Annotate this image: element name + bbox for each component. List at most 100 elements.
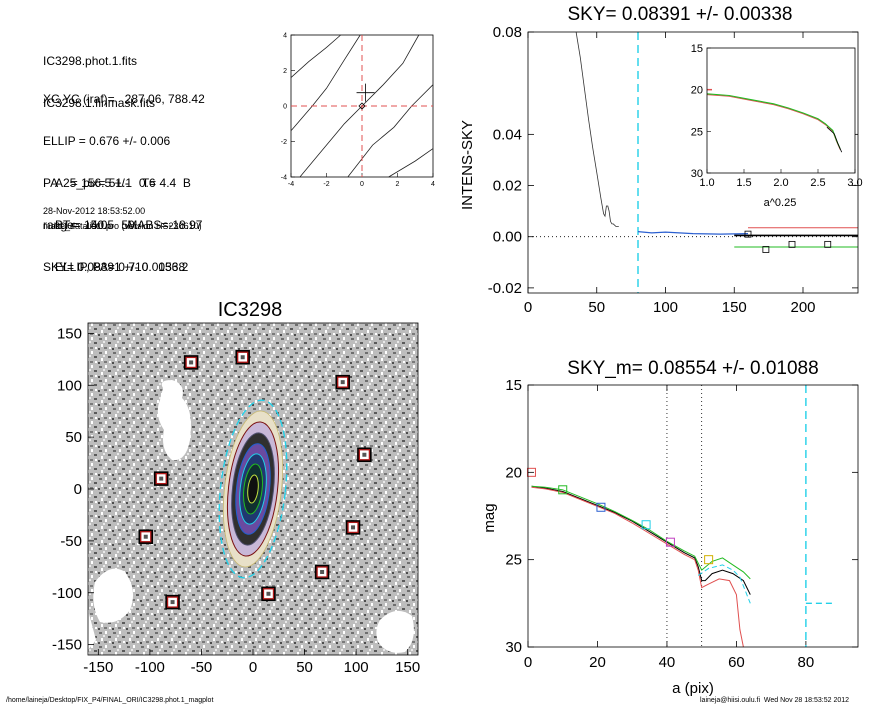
inset-xlabel: a^0.25: [764, 197, 797, 209]
tick-label: 60: [728, 654, 745, 671]
galaxy-isophotes: [218, 399, 288, 579]
center-diamond: [358, 102, 366, 110]
contour-line: [388, 148, 434, 178]
tick-label: 100: [57, 377, 82, 394]
tick-label: 150: [722, 299, 747, 316]
sky-square: [762, 246, 770, 253]
inset-black-line: [826, 126, 843, 153]
info-line: range= 40.- 50.: [43, 218, 139, 232]
tick-label: 0.04: [493, 126, 522, 143]
star-core: [170, 600, 175, 605]
masked-region: [88, 610, 96, 650]
star-mask-box-inner: [155, 472, 167, 485]
footer-user: laineja@hiisi.oulu.fi Wed Nov 28 18:53:5…: [700, 697, 850, 704]
info-line: A25_pix= 51.1 T= 4.4 B: [55, 176, 191, 190]
mag-frame: [527, 384, 859, 648]
info-results: A25_pix= 51.1 T= 4.4 B BT= 15.05 MABS=-1…: [55, 148, 202, 288]
mag-panel: SKY_m= 0.08554 +/- 0.01088 mag a (pix) 0…: [481, 358, 859, 697]
mag-profile-line: [531, 485, 751, 580]
masked-region: [93, 568, 134, 623]
tick-label: -150: [52, 637, 82, 654]
tick-label: 0: [283, 104, 287, 111]
sky-plot: 0 50 100 150 200 -0.02 0.00 0.02 0.04 0.08: [488, 24, 859, 316]
star-core: [159, 476, 164, 481]
mag-square: [665, 537, 675, 547]
tick-label: 40: [659, 654, 676, 671]
tick-label: 0: [249, 659, 257, 676]
tick-label: 50: [65, 429, 82, 446]
sky-blue-line: [637, 231, 749, 235]
info-line: SKY= 0.08391 +/- 0.00338: [43, 260, 186, 274]
tick-label: 15: [691, 43, 703, 55]
mag-square: [596, 502, 606, 512]
tick-label: 100: [653, 299, 678, 316]
tick-label: 15: [505, 377, 522, 394]
footer-path: /home/laineja/Desktop/FIX_P4/FINAL_ORI/I…: [6, 697, 214, 704]
tick-label: 50: [588, 299, 605, 316]
info-fit: XC,YC (iraf)= 287.06, 788.42 ELLIP = 0.6…: [43, 64, 205, 288]
tick-label: 20: [691, 85, 703, 97]
star-mask-box-inner: [185, 356, 197, 369]
tick-label: -0.02: [488, 280, 522, 297]
sky-inset: 1.0 1.5 2.0 2.5 3.0 15 20 25 30: [691, 43, 863, 189]
centering-contours: [290, 34, 434, 178]
tick-label: 0: [74, 481, 82, 498]
mag-square: [526, 467, 536, 477]
mag-title: SKY_m= 0.08554 +/- 0.01088: [567, 358, 818, 379]
masked-regions: [88, 380, 414, 653]
star-mask-box-inner: [316, 566, 328, 578]
info-line: IC3298.phot.1.fits: [43, 54, 138, 68]
contour-line: [347, 84, 434, 178]
mag-ylabel: mag: [481, 503, 498, 532]
centering-marks: [356, 83, 375, 110]
contour-line: [290, 34, 341, 78]
star-mask-box-inner: [347, 521, 359, 534]
tick-label: 80: [798, 654, 815, 671]
tick-label: 25: [505, 552, 522, 569]
tick-label: 200: [790, 299, 815, 316]
sky-square: [744, 230, 752, 238]
sky-panel: SKY= 0.08391 +/- 0.00338 INTENS-SKY 0 50 1…: [459, 4, 863, 316]
tick-label: 20: [589, 654, 606, 671]
isophote: [247, 474, 259, 504]
star-core: [351, 525, 356, 530]
tick-label: 4: [283, 33, 287, 40]
tick-label: 25: [691, 126, 703, 138]
tick-label: -100: [135, 659, 165, 676]
tick-label: 0: [524, 654, 532, 671]
info-line: BT= 15.05 MABS=-18.97: [55, 218, 203, 232]
info-line: IC3298.1.finmask.fits: [43, 96, 156, 110]
masked-stars: [138, 349, 372, 610]
image-ticks: -150 -100 -50 0 50 100 150 -150 -100 -50 0 50 100 150: [52, 325, 420, 676]
mag-profile-line: [531, 486, 744, 648]
tick-label: -2: [281, 139, 287, 146]
mag-xlabel: a (pix): [672, 680, 714, 697]
tick-label: -4: [288, 181, 294, 188]
tick-label: 3.0: [847, 177, 862, 189]
star-core: [340, 380, 345, 385]
sky-ylabel: INTENS-SKY: [459, 120, 476, 210]
sky-square: [824, 240, 832, 248]
tick-label: 50: [296, 659, 313, 676]
tick-label: -100: [52, 585, 82, 602]
tick-label: 150: [57, 325, 82, 342]
sky-frame: [527, 31, 859, 294]
info-files: IC3298.phot.1.fits IC3298.1.finmask.fits: [43, 26, 155, 124]
tick-label: 0: [524, 299, 532, 316]
mag-square: [704, 555, 714, 565]
star-mask-box-inner: [166, 596, 179, 608]
sky-square: [788, 240, 796, 248]
mag-profile-line: [697, 564, 751, 604]
info-line: ELLIP, PA= 0.710 156.2: [55, 260, 189, 274]
tick-label: -2: [323, 181, 329, 188]
image-panel: IC3298 -150 -100 -50 0 50 100 150 -150 -100 -50 0 5…: [52, 299, 420, 676]
contour-line: [290, 34, 361, 132]
star-core: [362, 452, 367, 457]
info-line: PA = 156.5 +/- 0.6: [43, 176, 156, 190]
tick-label: 1.5: [736, 177, 751, 189]
tick-label: 2: [283, 68, 287, 75]
info-date: 28-Nov-2012 18:53:52.00: [43, 206, 146, 216]
isophote: [218, 399, 288, 579]
tick-label: 0.08: [493, 24, 522, 41]
